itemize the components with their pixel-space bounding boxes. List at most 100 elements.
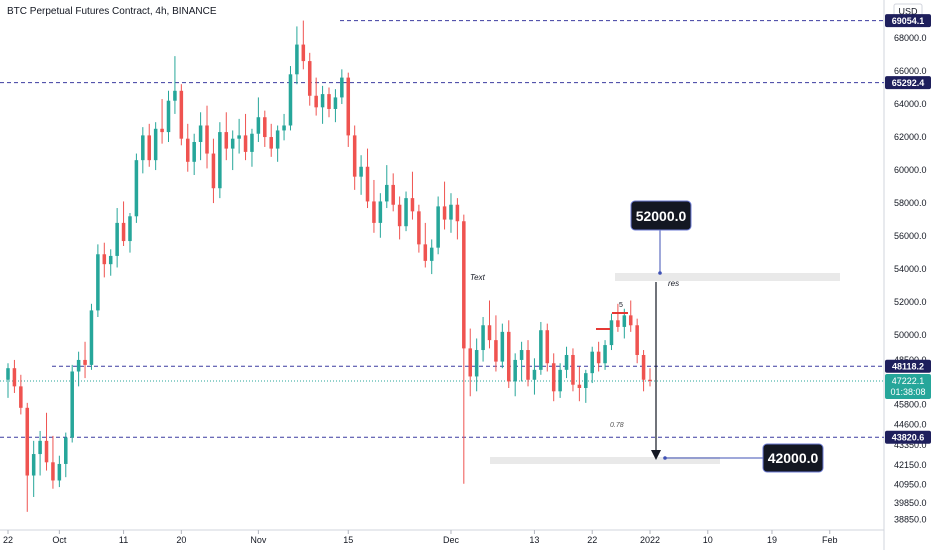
- candle-body: [417, 211, 421, 245]
- candle-body: [44, 440, 49, 463]
- candle-body: [64, 437, 68, 464]
- time-tick-label: Oct: [52, 535, 67, 545]
- candle-body: [250, 133, 254, 152]
- candle-body: [378, 201, 383, 223]
- candle-body: [519, 350, 524, 360]
- countdown-label: 01:38:08: [890, 387, 925, 397]
- candle-body: [147, 135, 152, 161]
- candle-body: [532, 369, 537, 380]
- candle-body: [173, 90, 177, 101]
- candle-body: [153, 128, 158, 161]
- text-annotation[interactable]: Text: [470, 273, 486, 282]
- price-tick-label: 52000.0: [894, 297, 927, 307]
- candle-body: [474, 350, 479, 377]
- candle-body: [628, 315, 633, 326]
- candle-body: [423, 244, 428, 261]
- candle-body: [121, 222, 126, 242]
- price-tick-label: 38850.0: [894, 514, 927, 524]
- candle-body: [256, 117, 261, 134]
- drawing-annotations: Text res 0.78 5 52000.0 42000.0: [470, 200, 840, 473]
- candle-body: [31, 454, 36, 476]
- price-tick-label: 56000.0: [894, 231, 927, 241]
- candle-body: [564, 354, 569, 370]
- level-price-label: 65292.4: [892, 78, 925, 88]
- candle-body: [282, 125, 286, 131]
- price-axis-ticks: 68000.0 66000.0 64000.0 62000.0 60000.0 58000…: [894, 33, 927, 524]
- candle-body: [102, 254, 107, 265]
- wave-annotation[interactable]: 5: [619, 302, 623, 309]
- candle-body: [38, 440, 42, 455]
- candle-body: [70, 371, 74, 438]
- candle-body: [609, 320, 614, 346]
- candle-body: [12, 368, 17, 387]
- price-tick-label: 64000.0: [894, 99, 927, 109]
- candle-body: [372, 201, 376, 223]
- candle-body: [327, 94, 331, 109]
- price-level-labels: 69054.1 65292.4 48118.2 43820.6 47222.101:38…: [885, 14, 931, 444]
- candle-body: [211, 153, 216, 189]
- horizontal-levels: [0, 20, 884, 438]
- candle-body: [481, 325, 485, 351]
- candle-body: [494, 340, 498, 362]
- level-price-badge: [885, 76, 931, 90]
- level-price-badge: [885, 14, 931, 28]
- candle-body: [641, 354, 646, 380]
- fib-annotation[interactable]: 0.78: [610, 422, 624, 429]
- price-tick-label: 50000.0: [894, 330, 927, 340]
- price-tick-label: 43350.0: [894, 440, 927, 450]
- candle-body: [596, 351, 601, 364]
- price-tick-label: 62000.0: [894, 132, 927, 142]
- candle-body: [57, 463, 62, 481]
- resistance-zone[interactable]: [615, 273, 840, 281]
- candle-body: [243, 135, 248, 152]
- price-tick-label: 39850.0: [894, 498, 927, 508]
- candle-body: [346, 77, 351, 136]
- candle-body: [288, 74, 293, 126]
- callout-42000[interactable]: [762, 443, 824, 473]
- candle-body: [500, 331, 505, 362]
- candle-body: [590, 351, 594, 374]
- candle-body: [429, 247, 434, 261]
- price-tick-label: 60000.0: [894, 165, 927, 175]
- time-tick-label: Dec: [443, 535, 460, 545]
- level-price-label: 69054.1: [892, 16, 925, 26]
- candle-body: [89, 310, 94, 365]
- candle-body: [487, 325, 492, 341]
- candle-body: [558, 369, 562, 392]
- candle-body: [648, 379, 652, 382]
- callout-52000[interactable]: [630, 200, 692, 231]
- candle-body: [185, 138, 190, 162]
- time-axis-ticks: 22 Oct 11 20 Nov 15 Dec 13 22 2022 10 19 Feb: [3, 530, 838, 545]
- candle-body: [205, 125, 209, 154]
- time-tick-label: 15: [343, 535, 353, 545]
- currency-label: USD: [898, 7, 918, 17]
- candle-body: [141, 135, 145, 161]
- candle-body: [263, 117, 267, 138]
- price-tick-label: 40950.0: [894, 480, 927, 490]
- time-tick-label: Nov: [250, 535, 267, 545]
- candle-body: [577, 384, 582, 389]
- candle-body: [6, 368, 10, 380]
- price-tick-label: 58000.0: [894, 198, 927, 208]
- candle-body: [179, 90, 184, 139]
- candle-body: [134, 160, 139, 217]
- candle-body: [462, 221, 466, 349]
- price-tick-label: 68000.0: [894, 33, 927, 43]
- arrow-head-icon: [651, 450, 661, 460]
- res-annotation[interactable]: res: [668, 279, 679, 288]
- candle-body: [51, 462, 55, 481]
- candle-body: [359, 166, 363, 177]
- candle-body: [307, 61, 312, 96]
- last-price-label: 47222.1: [892, 376, 925, 386]
- callout-anchor: [663, 456, 667, 460]
- candle-body: [545, 330, 550, 364]
- candle-body: [96, 254, 100, 311]
- target-zone[interactable]: [490, 457, 720, 464]
- candle-body: [218, 132, 222, 189]
- time-tick-label: 2022: [640, 535, 660, 545]
- price-tick-label: 45800.0: [894, 400, 927, 410]
- candle-body: [83, 359, 87, 365]
- candle-body: [404, 198, 408, 227]
- candle-body: [198, 125, 203, 142]
